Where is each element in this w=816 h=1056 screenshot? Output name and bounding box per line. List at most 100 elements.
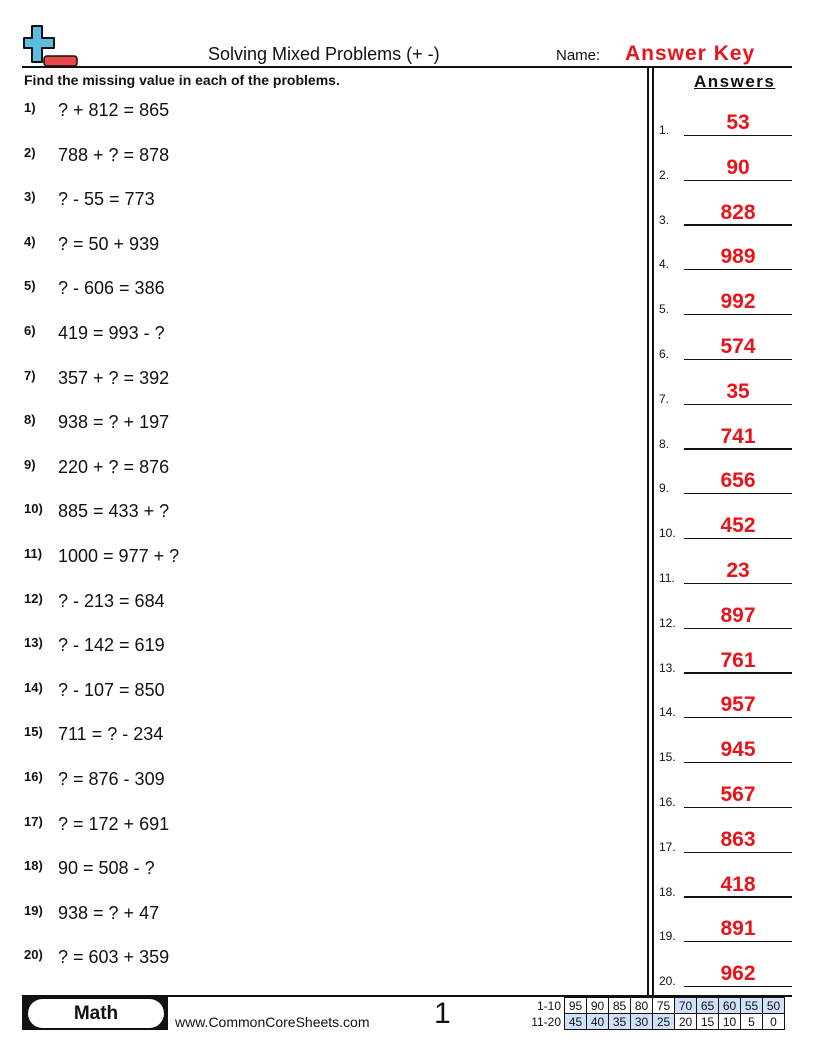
problem-item: 5) ? - 606 = 386 [24, 278, 165, 299]
problem-number: 11) [24, 546, 43, 561]
problem-text: ? = 603 + 359 [58, 947, 170, 968]
problem-number: 5) [24, 278, 36, 294]
answer-item: 20. 962 [659, 958, 792, 988]
score-cell: 0 [762, 1013, 785, 1030]
answer-value: 891 [720, 917, 756, 941]
column-divider [647, 67, 649, 996]
score-cell: 50 [762, 997, 785, 1014]
problem-item: 8) 938 = ? + 197 [24, 412, 169, 433]
problem-number: 3) [24, 189, 36, 205]
site-link[interactable]: www.CommonCoreSheets.com [175, 1014, 370, 1030]
answer-line [684, 941, 792, 943]
score-cell: 95 [564, 997, 587, 1014]
score-cell: 80 [630, 997, 653, 1014]
problem-item: 19) 938 = ? + 47 [24, 903, 159, 924]
answer-number: 17. [659, 839, 676, 854]
problem-item: 2) 788 + ? = 878 [24, 145, 169, 166]
score-cell: 40 [586, 1013, 609, 1030]
score-cell: 75 [652, 997, 675, 1014]
problem-text: 788 + ? = 878 [58, 144, 170, 165]
problem-item: 20) ? = 603 + 359 [24, 947, 169, 968]
problem-number: 17) [24, 813, 43, 829]
answer-item: 11. 23 [659, 555, 792, 585]
problem-number: 14) [24, 679, 43, 695]
problem-number: 6) [24, 323, 36, 338]
answer-line [684, 896, 792, 898]
score-row-label: 11-20 [531, 1014, 561, 1029]
problem-number: 10) [24, 501, 43, 517]
score-cell: 35 [608, 1013, 631, 1030]
answer-number: 18. [659, 884, 676, 899]
answer-number: 19. [659, 929, 676, 944]
answer-line [684, 313, 792, 316]
answer-item: 8. 741 [659, 421, 792, 451]
problem-text: ? - 107 = 850 [58, 679, 165, 700]
answer-number: 9. [659, 481, 670, 496]
answer-item: 7. 35 [659, 376, 792, 406]
problem-number: 12) [24, 590, 43, 606]
answer-line [684, 537, 792, 540]
answer-value: 957 [720, 693, 756, 717]
answer-line [684, 582, 792, 584]
problem-item: 7) 357 + ? = 392 [24, 368, 169, 389]
problem-item: 15) 711 = ? - 234 [24, 724, 163, 745]
problem-text: 711 = ? - 234 [58, 724, 164, 745]
answer-number: 1. [659, 123, 670, 137]
answer-line [684, 448, 792, 450]
answer-line [684, 403, 792, 405]
score-cell: 65 [696, 997, 719, 1014]
answer-number: 5. [659, 302, 670, 317]
answer-item: 16. 567 [659, 779, 792, 809]
problem-number: 1) [24, 100, 36, 115]
answer-value: 945 [720, 738, 756, 762]
answers-heading: Answers [694, 72, 776, 91]
answer-item: 15. 945 [659, 734, 792, 764]
problem-number: 15) [24, 724, 43, 740]
answer-line [684, 851, 792, 853]
answer-item: 12. 897 [659, 600, 792, 630]
score-cell: 20 [674, 1013, 697, 1030]
name-label: Name: [556, 47, 601, 64]
problem-item: 3) ? - 55 = 773 [24, 189, 155, 210]
score-cell: 30 [630, 1013, 653, 1030]
answer-line [684, 493, 792, 495]
answer-value: 23 [726, 559, 750, 582]
subject-label: Math [28, 999, 164, 1028]
answer-number: 20. [659, 974, 676, 989]
score-cell: 10 [718, 1013, 741, 1030]
answer-number: 6. [659, 347, 670, 361]
problem-item: 16) ? = 876 - 309 [24, 769, 165, 790]
answer-value: 418 [720, 872, 756, 896]
problem-number: 8) [24, 412, 36, 428]
answer-value: 897 [720, 603, 756, 627]
answer-line [684, 269, 792, 271]
problem-number: 4) [24, 233, 36, 249]
score-row: 1-10 95 90 85 80 75 70 65 60 55 50 [530, 997, 785, 1014]
problem-item: 11) 1000 = 977 + ? [24, 546, 179, 567]
answer-line [684, 134, 792, 136]
problem-number: 20) [24, 947, 43, 963]
problem-item: 10) 885 = 433 + ? [24, 501, 169, 522]
problem-number: 2) [24, 144, 36, 160]
problem-number: 9) [24, 456, 36, 472]
answer-value: 992 [720, 290, 756, 314]
answer-value: 863 [720, 827, 756, 851]
answer-value: 567 [720, 783, 756, 806]
answer-item: 3. 828 [659, 197, 792, 227]
problem-item: 18) 90 = 508 - ? [24, 858, 155, 879]
answer-value: 989 [720, 245, 756, 269]
answer-line [684, 672, 792, 674]
score-row-label: 1-10 [536, 998, 561, 1013]
problem-number: 19) [24, 902, 43, 918]
answer-number: 7. [659, 391, 670, 406]
problem-text: ? = 172 + 691 [58, 813, 170, 834]
problem-number: 7) [24, 367, 36, 383]
answer-line [684, 179, 792, 181]
answer-value: 828 [720, 200, 756, 224]
problem-text: 220 + ? = 876 [58, 456, 170, 477]
answer-number: 15. [659, 750, 676, 765]
answer-number: 16. [659, 795, 676, 809]
problem-text: 1000 = 977 + ? [58, 546, 180, 566]
answer-number: 10. [659, 526, 676, 541]
